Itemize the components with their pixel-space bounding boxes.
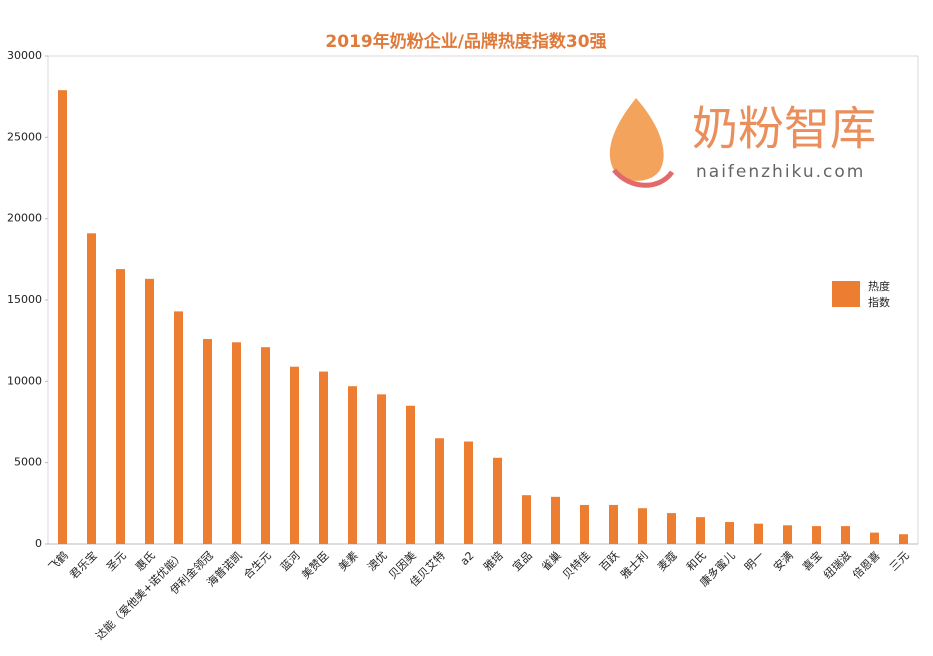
bar	[261, 347, 270, 544]
legend-label: 热度指数	[868, 280, 890, 309]
bar	[435, 438, 444, 544]
x-tick-label: 蓝河	[278, 549, 303, 574]
bar	[580, 504, 589, 544]
bar	[174, 311, 183, 544]
x-tick-label: 飞鹤	[45, 548, 70, 573]
bar	[754, 523, 763, 544]
x-tick-label: 澳优	[365, 549, 390, 574]
logo-url: naifenzhiku.com	[696, 162, 865, 182]
bar	[203, 339, 212, 544]
logo-name: 奶粉智库	[692, 102, 876, 156]
y-tick-label: 20000	[7, 212, 42, 225]
y-tick-label: 30000	[7, 49, 42, 62]
x-tick-label: 喜宝	[799, 548, 824, 573]
logo-hand	[612, 168, 675, 188]
x-tick-label: 惠氏	[132, 548, 157, 573]
bar	[493, 457, 502, 544]
bar	[899, 534, 908, 544]
x-tick-label: 美赞臣	[299, 549, 332, 582]
bar	[87, 233, 96, 544]
bar	[696, 517, 705, 544]
bar	[638, 508, 647, 544]
x-tick-label: 三元	[887, 549, 912, 574]
bar	[406, 405, 415, 544]
x-tick-label: 麦蔻	[655, 549, 680, 574]
y-tick-label: 10000	[7, 374, 42, 387]
legend-swatch	[832, 281, 860, 307]
bar	[377, 394, 386, 544]
x-tick-label: 和氏	[684, 549, 709, 574]
x-tick-label: 雅士利	[618, 548, 651, 581]
bar	[725, 522, 734, 544]
bar	[116, 269, 125, 544]
x-tick-label: 君乐宝	[67, 548, 100, 581]
x-tick-label: 百跃	[596, 548, 621, 573]
bar	[464, 441, 473, 544]
bar	[667, 513, 676, 544]
x-tick-label: 合生元	[241, 548, 274, 581]
y-tick-label: 0	[35, 537, 42, 550]
chart-title: 2019年奶粉企业/品牌热度指数30强	[325, 31, 606, 52]
x-tick-label: 美素	[336, 549, 361, 574]
bar	[841, 526, 850, 544]
y-tick-label: 5000	[14, 456, 42, 469]
bar	[783, 525, 792, 544]
bar	[58, 90, 67, 544]
x-tick-label: 宜品	[509, 548, 534, 573]
x-tick-label: a2	[458, 549, 477, 568]
logo: 奶粉智库 naifenzhiku.com	[609, 98, 876, 188]
bar	[145, 278, 154, 544]
bar	[551, 496, 560, 544]
bar	[812, 526, 821, 544]
y-tick-label: 15000	[7, 293, 42, 306]
bar	[522, 495, 531, 544]
bar	[319, 371, 328, 544]
x-tick-label: 圣元	[104, 549, 129, 574]
x-tick-label: 贝特佳	[560, 548, 593, 581]
x-tick-label: 雅培	[480, 548, 505, 573]
bar	[870, 532, 879, 544]
bar	[609, 504, 618, 544]
bar	[232, 342, 241, 544]
x-tick-label: 安满	[770, 548, 795, 573]
x-tick-label: 雀巢	[539, 549, 564, 574]
x-tick-label: 明一	[742, 549, 767, 574]
bar	[290, 366, 299, 544]
logo-drop	[609, 98, 664, 181]
y-tick-label: 25000	[7, 130, 42, 143]
x-tick-label: 纽瑞滋	[821, 548, 854, 581]
x-tick-label: 倍恩喜	[850, 548, 883, 581]
bar	[348, 386, 357, 544]
